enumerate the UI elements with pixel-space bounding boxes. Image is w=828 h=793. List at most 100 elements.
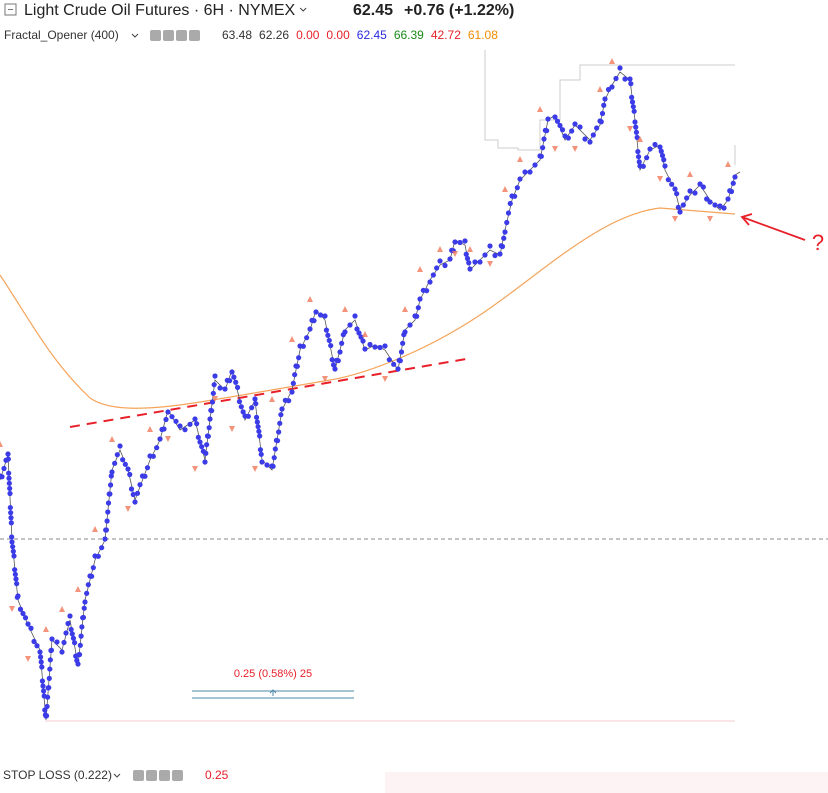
price-dot xyxy=(144,465,151,471)
icon-button[interactable] xyxy=(159,770,170,781)
price-dot xyxy=(658,148,664,154)
price-dot xyxy=(222,386,228,392)
price-dot xyxy=(557,122,563,129)
price-dot xyxy=(195,434,201,440)
icon-button[interactable] xyxy=(150,30,161,41)
symbol-title[interactable]: Light Crude Oil Futures · 6H · NYMEX xyxy=(24,2,296,19)
price-dot xyxy=(80,614,87,621)
price-dot xyxy=(635,154,642,160)
price-dot xyxy=(128,486,135,492)
price-dot xyxy=(45,694,51,700)
price-dot xyxy=(565,135,571,141)
price-dot xyxy=(358,334,364,340)
fractal-marker xyxy=(502,186,508,192)
icon-button[interactable] xyxy=(176,30,187,41)
price-dot xyxy=(430,272,436,278)
price-dot xyxy=(662,163,668,169)
indicator-name[interactable]: Fractal_Opener (400) xyxy=(4,28,119,42)
fractal-marker xyxy=(487,261,493,267)
price-dot xyxy=(199,444,205,450)
indicator-menu[interactable] xyxy=(131,33,139,38)
price-dot xyxy=(114,452,120,458)
price-dot xyxy=(652,141,658,148)
price-dot xyxy=(270,463,276,469)
fractal-marker xyxy=(43,626,49,632)
price-dot xyxy=(163,416,169,423)
price-dot xyxy=(137,482,143,488)
price-dot xyxy=(704,196,710,202)
price-dot xyxy=(279,406,285,412)
price-dot xyxy=(271,455,277,461)
price-dot xyxy=(157,436,163,442)
stop-loss-name[interactable]: STOP LOSS (0.222) xyxy=(3,768,112,782)
fractal-marker xyxy=(289,336,295,342)
icon-button[interactable] xyxy=(146,770,157,781)
fractal-marker xyxy=(92,526,98,532)
indicator-value: 0.00 xyxy=(326,28,350,42)
icon-button[interactable] xyxy=(133,770,144,781)
fractal-marker xyxy=(402,306,408,312)
price-dot xyxy=(504,219,510,226)
price-dot xyxy=(629,94,635,100)
price-dot xyxy=(692,190,698,196)
price-dot xyxy=(540,145,546,151)
indicator-value: 61.08 xyxy=(468,28,498,42)
price-dot xyxy=(354,326,360,332)
stop-loss-menu[interactable] xyxy=(113,773,121,778)
price-dot xyxy=(640,163,646,169)
price-dot xyxy=(192,416,198,422)
price-dot xyxy=(347,322,353,328)
price-dot xyxy=(65,620,71,627)
price-dot xyxy=(337,349,343,355)
price-dot xyxy=(598,119,604,125)
indicator-value: 42.72 xyxy=(431,28,461,42)
price-dot xyxy=(725,196,731,202)
icon-button[interactable] xyxy=(189,30,200,41)
price-dot xyxy=(12,571,18,577)
fractal-marker xyxy=(657,176,663,182)
symbol-menu[interactable] xyxy=(299,7,307,12)
price-dot xyxy=(532,162,538,168)
price-dot xyxy=(46,675,52,681)
price-dot xyxy=(173,418,179,424)
price-dot xyxy=(684,195,690,201)
fractal-marker xyxy=(252,466,258,472)
price-dot xyxy=(6,480,12,486)
price-dot xyxy=(236,398,243,405)
price-dot xyxy=(13,576,19,582)
price-dot xyxy=(482,252,488,258)
collapse-button[interactable] xyxy=(4,3,17,16)
fractal-marker xyxy=(25,656,31,662)
price-dot xyxy=(8,515,14,521)
price-dot xyxy=(22,615,29,621)
price-dot xyxy=(8,510,14,516)
price-dot xyxy=(661,157,667,163)
price-dot xyxy=(108,482,114,488)
price-dot xyxy=(630,104,636,110)
price-dot xyxy=(71,640,78,646)
fractal-marker xyxy=(725,161,731,167)
price-dot xyxy=(507,200,513,207)
icon-button[interactable] xyxy=(163,30,174,41)
icon-button[interactable] xyxy=(172,770,183,781)
price-dot xyxy=(609,84,615,90)
price-dot xyxy=(415,305,421,311)
price-dot xyxy=(5,451,11,457)
price-dot xyxy=(527,169,533,175)
price-dot xyxy=(104,518,110,524)
fractal-marker xyxy=(229,426,235,432)
price-dot xyxy=(12,567,18,573)
price-dot xyxy=(617,65,623,71)
price-dot xyxy=(14,581,20,587)
price-dot xyxy=(254,419,260,425)
price-dot xyxy=(117,443,123,449)
price-dot xyxy=(554,118,561,124)
price-dot xyxy=(89,573,95,579)
price-dot xyxy=(452,239,458,245)
price-dot xyxy=(47,657,53,663)
price-dot xyxy=(252,396,258,402)
price-dot xyxy=(264,462,270,468)
price-dot xyxy=(330,362,337,368)
price-dot xyxy=(253,414,260,420)
price-dot xyxy=(636,159,642,165)
